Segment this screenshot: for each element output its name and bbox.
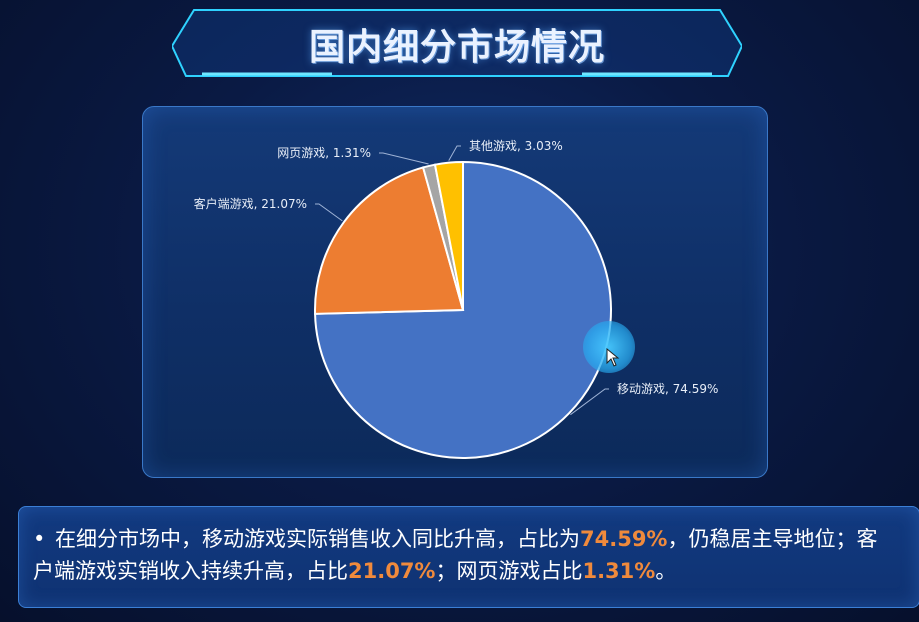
summary-panel: • 在细分市场中，移动游戏实际销售收入同比升高，占比为74.59%，仍稳居主导地位… <box>18 506 919 608</box>
leader-line-1 <box>315 203 343 222</box>
summary-part-2: ，仍稳居主导地位；客户端游戏实销收入持续升高，占比 <box>33 527 878 583</box>
pie-slice-1 <box>314 166 465 315</box>
summary-part-1: 在细分市场中，移动游戏实际销售收入同比升高，占比为 <box>55 527 580 551</box>
pie-chart: 移动游戏, 74.59% 客户端游戏, 21.07% 网页游戏, 1.31% 其他游戏… <box>194 139 718 459</box>
bullet-icon: • <box>33 527 46 551</box>
mouse-cursor-icon <box>606 348 620 367</box>
slice-label-0: 移动游戏, 74.59% <box>617 382 718 396</box>
slice-label-2: 网页游戏, 1.31% <box>277 146 371 160</box>
summary-highlight-web: 1.31% <box>582 559 656 583</box>
title-banner: 国内细分市场情况 <box>172 8 742 78</box>
title-frame <box>172 9 742 77</box>
summary-highlight-mobile: 74.59% <box>580 527 668 551</box>
leader-line-2 <box>379 152 429 165</box>
slice-label-1: 客户端游戏, 21.07% <box>194 196 307 211</box>
summary-part-4: 。 <box>655 559 677 583</box>
leader-line-3 <box>448 145 461 161</box>
cursor-highlight <box>583 321 635 373</box>
pie-slice-3 <box>433 160 464 311</box>
page-title: 国内细分市场情况 <box>308 27 605 68</box>
summary-text: • 在细分市场中，移动游戏实际销售收入同比升高，占比为74.59%，仍稳居主导地位… <box>33 523 893 587</box>
chart-panel: 移动游戏, 74.59% 客户端游戏, 21.07% 网页游戏, 1.31% 其他游戏… <box>142 106 768 478</box>
leader-line-0 <box>570 388 609 416</box>
summary-highlight-client: 21.07% <box>348 559 436 583</box>
summary-part-3: ；网页游戏占比 <box>435 559 583 583</box>
slice-label-3: 其他游戏, 3.03% <box>469 139 563 153</box>
